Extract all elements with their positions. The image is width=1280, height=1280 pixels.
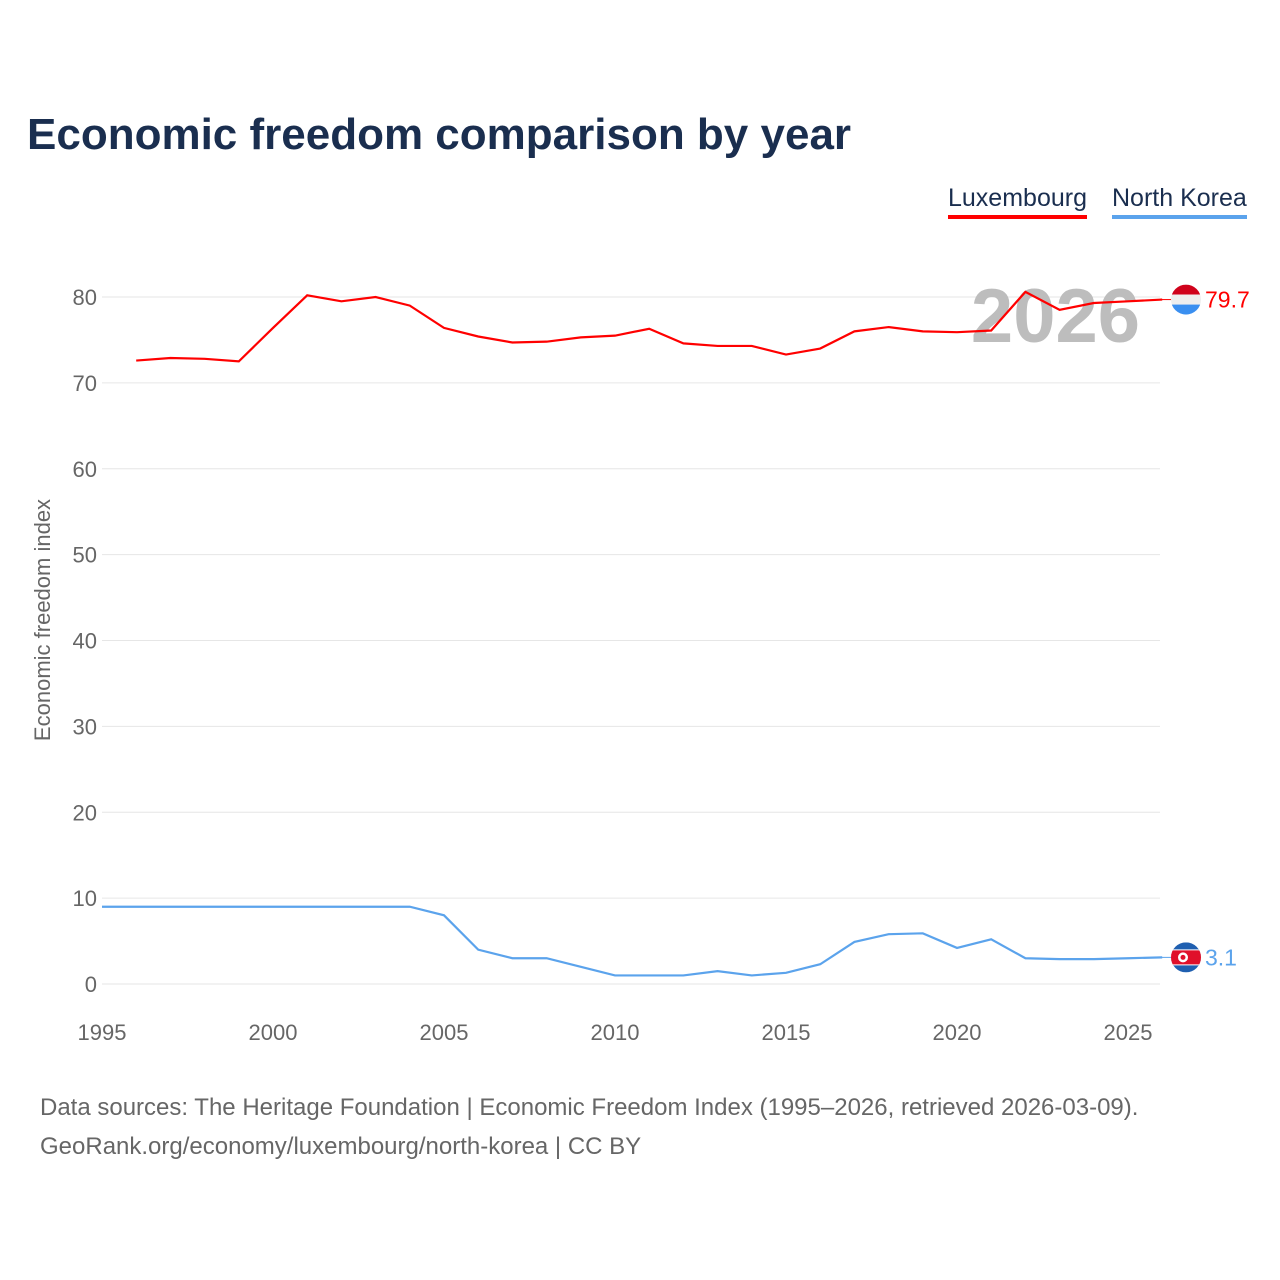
- source-link[interactable]: GeoRank.org/economy/luxembourg/north-kor…: [40, 1133, 642, 1160]
- y-tick-label: 30: [73, 714, 97, 739]
- x-tick-label: 1995: [78, 1020, 127, 1045]
- series-line-north-korea[interactable]: [102, 905, 1163, 977]
- y-axis-label: Economic freedom index: [30, 499, 55, 741]
- y-tick-label: 40: [73, 629, 97, 654]
- x-tick-label: 2020: [933, 1020, 982, 1045]
- chart-plot: 0 10 20 30 40 50 60 70 80 1995 2000 2005 2010 2015 202…: [30, 274, 1250, 1045]
- x-tick-label: 2000: [249, 1020, 298, 1045]
- x-tick-label: 2015: [762, 1020, 811, 1045]
- y-tick-label: 60: [73, 457, 97, 482]
- year-watermark: 2026: [971, 274, 1140, 359]
- end-value-label: 79.7: [1205, 287, 1250, 313]
- luxembourg-flag-icon: [1171, 284, 1201, 315]
- x-tick-label: 2010: [591, 1020, 640, 1045]
- y-tick-label: 10: [73, 886, 97, 911]
- legend-north-korea[interactable]: North Korea: [1112, 184, 1247, 219]
- x-tick-label: 2005: [420, 1020, 469, 1045]
- footer: Data sources: The Heritage Foundation | …: [40, 1088, 1138, 1166]
- data-sources: Data sources: The Heritage Foundation | …: [40, 1094, 1139, 1121]
- chart-title: Economic freedom comparison by year: [27, 110, 852, 159]
- end-value-label: 3.1: [1205, 944, 1237, 970]
- y-tick-label: 20: [73, 800, 97, 825]
- y-tick-label: 80: [73, 285, 97, 310]
- y-tick-label: 0: [85, 972, 97, 997]
- north-korea-flag-icon: [1171, 942, 1201, 973]
- legend-luxembourg[interactable]: Luxembourg: [948, 184, 1087, 219]
- x-tick-label: 2025: [1104, 1020, 1153, 1045]
- y-tick-label: 70: [73, 371, 97, 396]
- y-tick-label: 50: [73, 543, 97, 568]
